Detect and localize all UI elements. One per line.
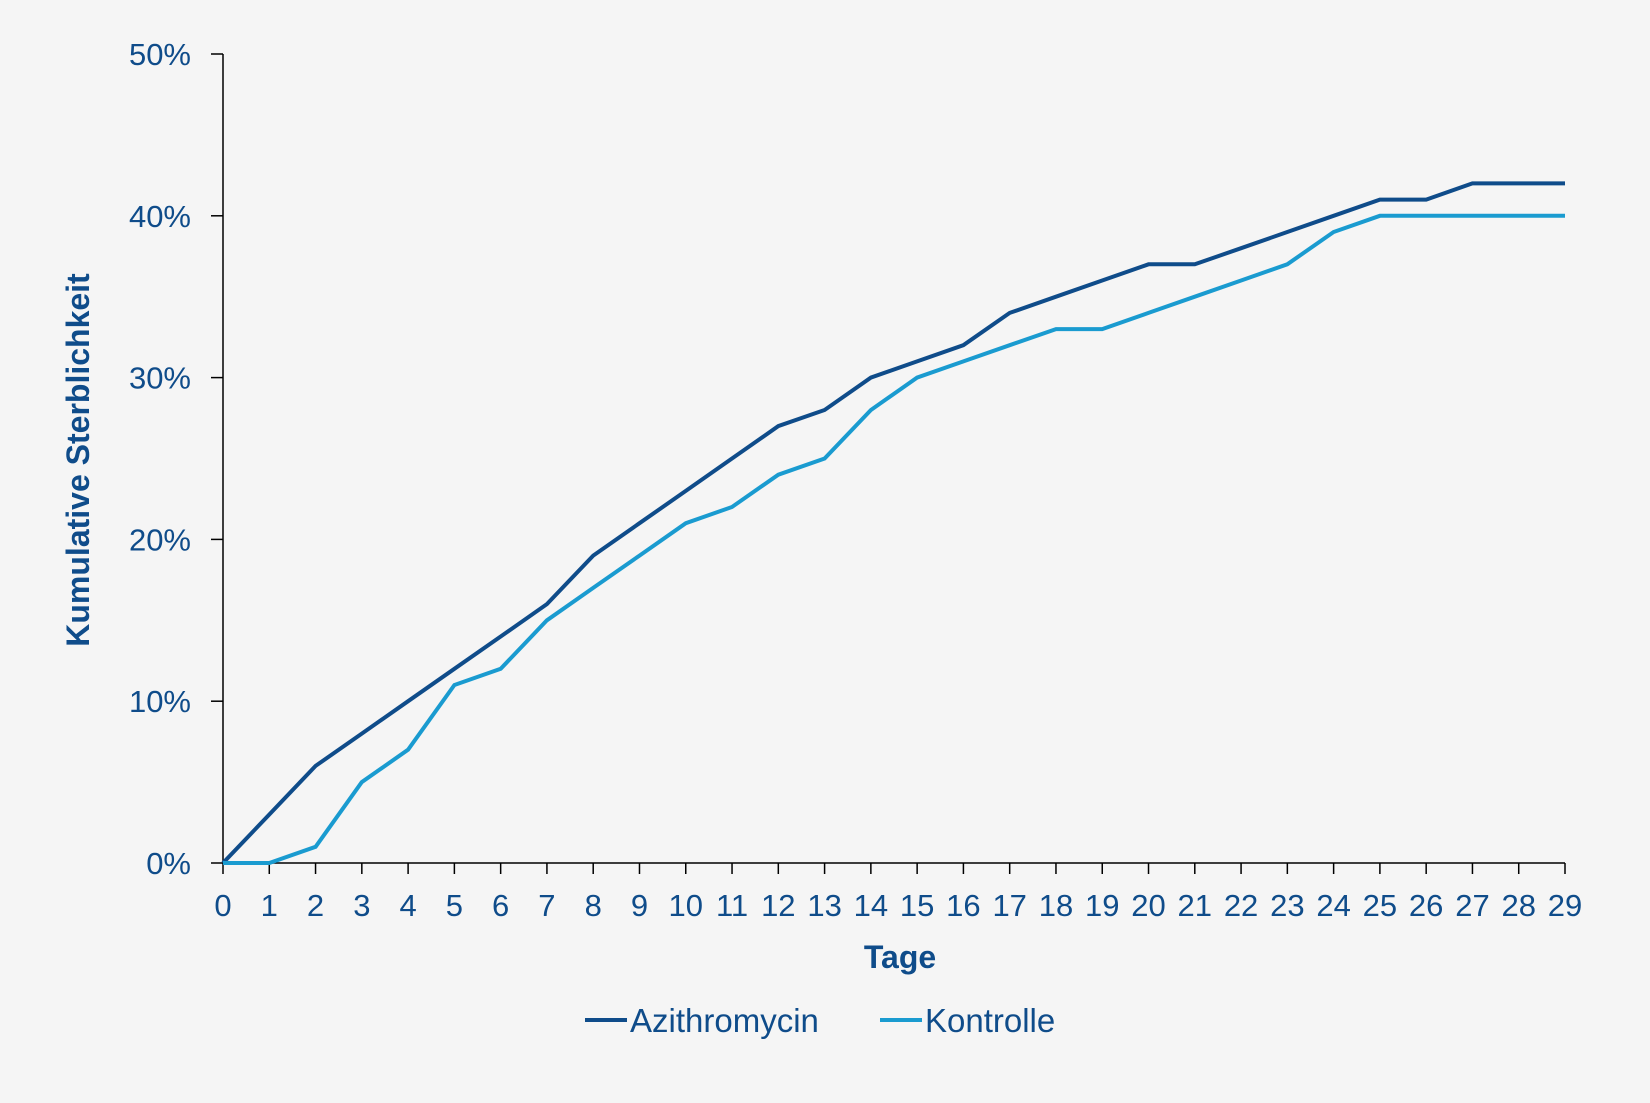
x-tick-label: 20: [1131, 888, 1165, 923]
x-tick-label: 8: [585, 888, 602, 923]
y-tick-label: 30%: [129, 361, 191, 396]
x-tick-label: 7: [538, 888, 555, 923]
x-tick-label: 4: [399, 888, 416, 923]
y-tick-label: 40%: [129, 199, 191, 234]
y-tick-label: 20%: [129, 522, 191, 557]
x-tick-label: 19: [1085, 888, 1119, 923]
x-axis: 0 1 2 3 4 5 6 7 8 9 10 11 12 13 14 15 16 17 18 19 20 21 22 23 24…: [214, 862, 1582, 923]
y-tick-label: 10%: [129, 684, 191, 719]
x-axis-title: Tage: [864, 939, 936, 975]
x-tick-label: 5: [446, 888, 463, 923]
x-tick-label: 24: [1316, 888, 1350, 923]
x-tick-label: 9: [631, 888, 648, 923]
series-lines: [221, 181, 1565, 865]
x-tick-label: 16: [946, 888, 980, 923]
x-tick-label: 18: [1039, 888, 1073, 923]
x-tick-label: 1: [261, 888, 278, 923]
series-line-azithromycin: [221, 181, 1565, 865]
legend-label-azithromycin: Azithromycin: [630, 1002, 819, 1039]
x-tick-label: 11: [716, 888, 748, 923]
x-tick-label: 28: [1501, 888, 1535, 923]
x-tick-label: 13: [807, 888, 841, 923]
x-tick-label: 27: [1455, 888, 1489, 923]
y-tick-label: 50%: [129, 37, 191, 72]
x-tick-label: 23: [1270, 888, 1304, 923]
y-axis: 0% 10% 20% 30% 40% 50%: [129, 37, 224, 881]
x-tick-label: 0: [214, 888, 231, 923]
y-tick-label: 0%: [146, 846, 191, 881]
x-tick-label: 14: [854, 888, 888, 923]
x-tick-label: 6: [492, 888, 509, 923]
x-tick-label: 21: [1178, 888, 1212, 923]
x-tick-label: 29: [1548, 888, 1582, 923]
x-tick-label: 26: [1409, 888, 1443, 923]
x-tick-label: 10: [669, 888, 703, 923]
x-tick-label: 2: [307, 888, 324, 923]
legend-label-kontrolle: Kontrolle: [925, 1002, 1055, 1039]
x-tick-label: 25: [1363, 888, 1397, 923]
y-axis-title: Kumulative Sterblichkeit: [60, 273, 96, 647]
x-tick-label: 15: [900, 888, 934, 923]
legend: Azithromycin Kontrolle: [585, 1002, 1055, 1039]
series-line-kontrolle: [223, 213, 1565, 865]
x-tick-label: 22: [1224, 888, 1258, 923]
x-tick-label: 3: [353, 888, 370, 923]
x-tick-label: 17: [992, 888, 1026, 923]
x-tick-label: 12: [761, 888, 795, 923]
